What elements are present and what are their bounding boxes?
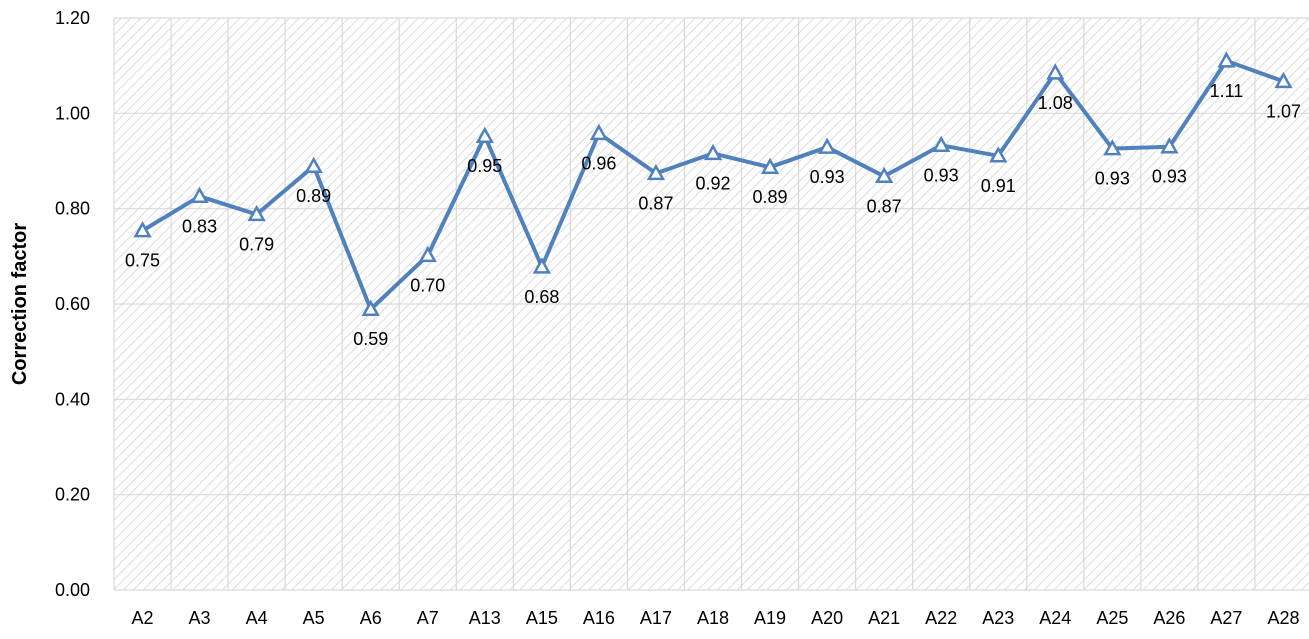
x-tick-label: A24 xyxy=(1039,608,1071,628)
data-label: 1.07 xyxy=(1266,101,1301,121)
x-tick-label: A7 xyxy=(417,608,439,628)
x-axis-tick-labels: A2 A3 A4 A5 A6 A7 A13 A15 A16 A17 A18 A19 A20 A21 A22 A… xyxy=(132,608,1300,628)
x-tick-label: A20 xyxy=(811,608,843,628)
x-tick-label: A25 xyxy=(1096,608,1128,628)
data-point-marker xyxy=(760,157,780,174)
x-tick-label: A2 xyxy=(132,608,154,628)
data-label: 0.89 xyxy=(296,186,331,206)
data-label: 0.79 xyxy=(239,234,274,254)
data-point-marker xyxy=(646,163,666,181)
data-point-marker xyxy=(589,123,609,141)
y-tick-label: 1.00 xyxy=(55,103,90,123)
data-point-marker xyxy=(875,166,894,184)
x-tick-label: A6 xyxy=(360,608,382,628)
x-tick-label: A5 xyxy=(303,608,325,628)
data-point-marker xyxy=(304,156,323,173)
data-label: 0.93 xyxy=(1095,169,1130,189)
y-tick-label: 0.40 xyxy=(55,389,90,409)
x-tick-label: A21 xyxy=(868,608,900,628)
data-point-marker xyxy=(817,137,837,154)
data-point-marker xyxy=(418,245,437,263)
y-tick-label: 0.20 xyxy=(55,485,90,505)
x-tick-label: A4 xyxy=(246,608,268,628)
data-point-marker xyxy=(932,135,951,153)
x-tick-label: A18 xyxy=(697,608,729,628)
data-label: 0.95 xyxy=(467,156,502,176)
data-label: 0.75 xyxy=(125,251,160,271)
x-tick-label: A17 xyxy=(640,608,672,628)
data-label: 1.08 xyxy=(1038,93,1073,113)
x-tick-label: A23 xyxy=(982,608,1014,628)
data-point-marker xyxy=(1046,63,1065,80)
x-tick-label: A19 xyxy=(754,608,786,628)
data-point-marker xyxy=(1160,137,1179,154)
x-tick-label: A27 xyxy=(1210,608,1242,628)
data-label: 0.83 xyxy=(182,216,217,236)
data-label: 0.91 xyxy=(981,176,1016,196)
x-tick-label: A15 xyxy=(526,608,558,628)
data-point-marker xyxy=(532,257,551,274)
data-label: 0.87 xyxy=(867,196,902,216)
y-tick-label: 0.00 xyxy=(55,580,90,600)
data-label: 0.89 xyxy=(753,187,788,207)
data-label: 0.93 xyxy=(810,167,845,187)
x-tick-label: A13 xyxy=(469,608,501,628)
x-tick-label: A28 xyxy=(1267,608,1299,628)
data-point-marker xyxy=(133,221,152,238)
data-point-marker xyxy=(361,299,380,316)
y-axis-tick-labels: 0.00 0.20 0.40 0.60 0.80 1.00 1.20 xyxy=(55,8,90,600)
data-label: 0.93 xyxy=(924,165,959,185)
data-point-marker xyxy=(190,186,209,204)
x-tick-label: A3 xyxy=(189,608,211,628)
y-axis-title: Correction factor xyxy=(9,223,31,385)
data-point-marker xyxy=(475,126,494,143)
series-layer xyxy=(133,51,1293,316)
data-point-marker xyxy=(989,146,1008,163)
data-label: 0.87 xyxy=(638,193,673,213)
y-tick-label: 1.20 xyxy=(55,8,90,28)
data-label: 0.59 xyxy=(353,329,388,349)
data-point-marker xyxy=(703,143,723,161)
x-tick-label: A16 xyxy=(583,608,615,628)
data-label: 1.11 xyxy=(1210,81,1244,101)
x-tick-label: A22 xyxy=(925,608,957,628)
data-point-marker xyxy=(247,204,266,222)
data-label: 0.93 xyxy=(1152,167,1187,187)
data-label: 0.92 xyxy=(695,173,730,193)
data-label: 0.68 xyxy=(524,287,559,307)
y-tick-label: 0.60 xyxy=(55,294,90,314)
y-tick-label: 0.80 xyxy=(55,199,90,219)
data-point-marker xyxy=(1274,71,1293,89)
gridlines xyxy=(113,17,1309,591)
data-point-marker xyxy=(1217,51,1236,68)
data-label: 0.70 xyxy=(410,275,445,295)
data-labels: 0.75 0.83 0.79 0.89 0.59 0.70 0.95 0.68 0.96 0.87… xyxy=(125,81,1301,349)
data-point-marker xyxy=(1103,139,1122,156)
x-tick-label: A26 xyxy=(1153,608,1185,628)
data-label: 0.96 xyxy=(581,153,616,173)
